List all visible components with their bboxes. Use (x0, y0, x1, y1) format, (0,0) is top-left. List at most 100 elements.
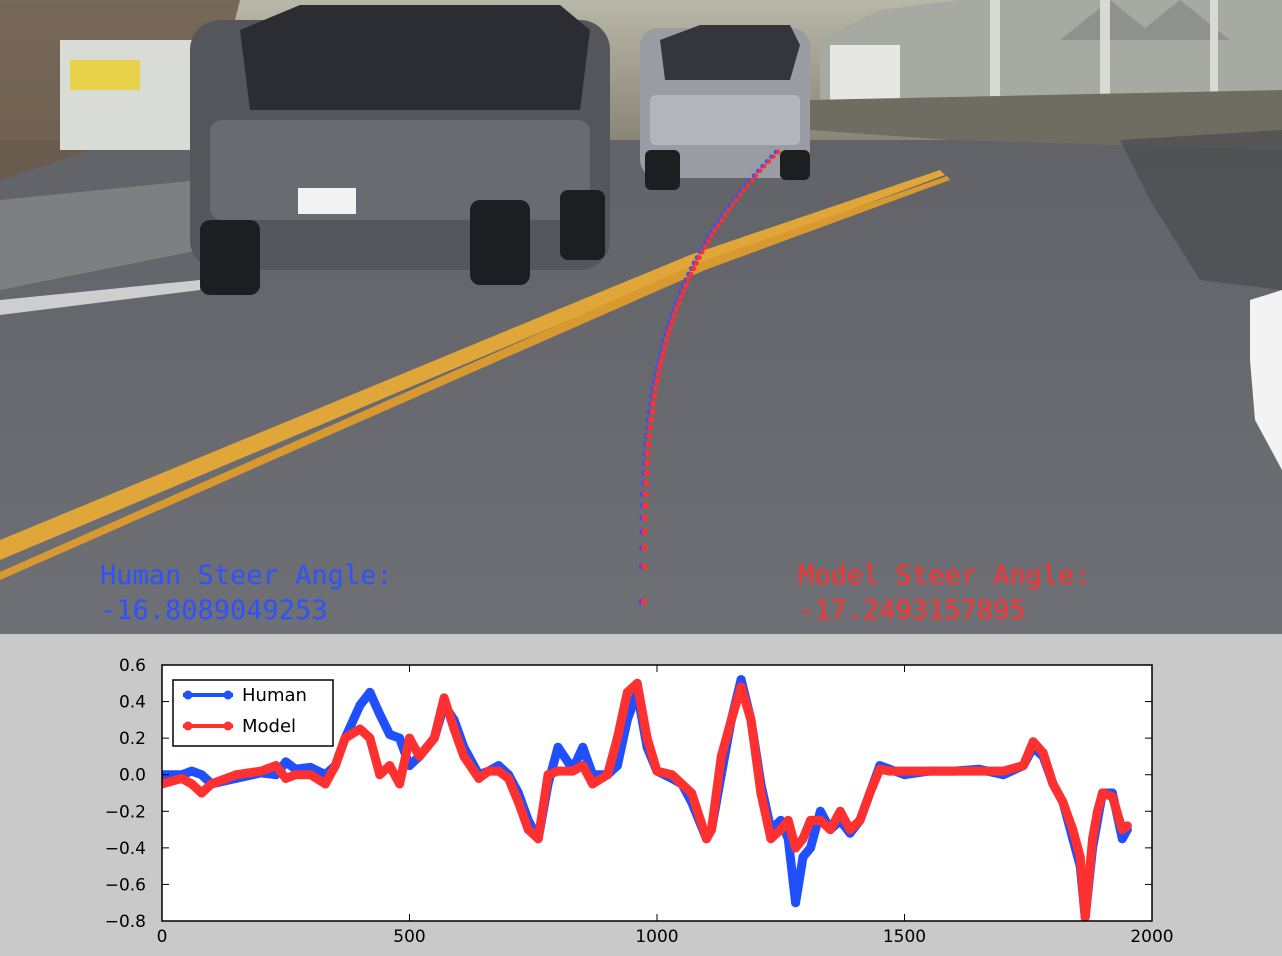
y-tick-label: −0.6 (105, 875, 146, 895)
data-point-human (815, 806, 825, 816)
data-point-model (162, 779, 167, 789)
data-point-model (459, 751, 469, 761)
steering-angle-chart: 0 500 1000 1500 2000 0.6 0.4 0.2 0.0 −0.2 −0.4 −0.6… (105, 656, 1174, 947)
data-point-model (330, 761, 340, 771)
model-trajectory-point (669, 318, 675, 325)
data-point-model (1088, 834, 1098, 844)
data-point-model (1038, 748, 1048, 758)
model-trajectory-point (766, 159, 772, 164)
model-trajectory-point (641, 502, 649, 509)
legend-label-model: Model (242, 716, 296, 737)
data-point-model (355, 724, 365, 734)
data-point-model (652, 766, 662, 776)
data-point-model (791, 843, 801, 853)
model-trajectory-point (652, 385, 659, 392)
data-point-model (414, 751, 424, 761)
data-point-human (1117, 834, 1127, 844)
suv-far (640, 25, 810, 190)
data-point-model (875, 764, 885, 774)
model-trajectory-point (693, 260, 699, 266)
model-trajectory-point (678, 294, 684, 300)
data-point-model (716, 751, 726, 761)
model-trajectory-point (641, 514, 648, 522)
data-point-model (320, 779, 330, 789)
model-trajectory-point (660, 350, 666, 357)
data-point-model (1122, 821, 1132, 831)
data-point-model (776, 825, 786, 835)
data-point-model (949, 766, 959, 776)
model-trajectory-point (757, 168, 763, 174)
model-trajectory-point (648, 416, 655, 423)
y-tick-label: 0.4 (119, 693, 146, 713)
data-point-human (578, 742, 588, 752)
data-point-model (523, 825, 533, 835)
model-trajectory-point (729, 202, 735, 208)
data-point-model (798, 834, 808, 844)
model-steer-angle-readout: Model Steer Angle: -17.2493157895 (798, 558, 1091, 628)
model-trajectory-point (712, 228, 718, 234)
model-trajectory-point (655, 371, 662, 378)
x-tick-label: 500 (393, 927, 425, 947)
data-point-model (449, 724, 459, 734)
data-point-human (736, 675, 746, 685)
data-point-model (533, 834, 543, 844)
data-point-model (603, 770, 612, 780)
data-point-model (924, 766, 934, 776)
model-trajectory-point (696, 254, 702, 261)
human-steer-angle-value: -16.8089049253 (100, 595, 328, 626)
data-point-human (281, 757, 291, 767)
data-point-model (231, 770, 241, 780)
data-point-human (306, 762, 315, 772)
data-point-model (746, 715, 756, 725)
data-point-model (687, 788, 697, 798)
data-point-model (622, 687, 632, 697)
data-point-model (568, 766, 578, 776)
data-point-human (197, 770, 207, 780)
data-point-model (207, 779, 216, 789)
y-tick-label: 0.6 (119, 656, 146, 676)
steering-trajectory (638, 149, 781, 606)
data-point-model (612, 733, 622, 743)
data-point-model (543, 770, 553, 780)
data-point-model (1028, 737, 1038, 747)
model-trajectory-point (775, 149, 781, 155)
model-trajectory-point (640, 598, 648, 606)
model-trajectory-point (650, 400, 657, 407)
data-point-model (1098, 788, 1107, 798)
model-trajectory-point (715, 223, 721, 228)
data-point-model (474, 773, 484, 783)
data-point-model (756, 788, 766, 798)
data-point-model (642, 733, 652, 743)
model-trajectory-point (663, 337, 670, 344)
model-trajectory-point (771, 154, 776, 159)
data-point-model (588, 779, 598, 789)
model-trajectory-point (651, 393, 658, 400)
data-point-model (855, 815, 865, 825)
data-point-model (1075, 852, 1085, 862)
data-point-model (815, 815, 825, 825)
data-point-model (632, 678, 642, 688)
data-point-model (783, 815, 793, 825)
data-point-model (385, 761, 395, 771)
chart-legend: Human Model (172, 679, 334, 747)
data-point-human (375, 709, 385, 719)
model-trajectory-point (645, 441, 652, 448)
x-tick-label: 1000 (635, 927, 678, 947)
data-point-model (736, 682, 746, 692)
data-point-model (340, 733, 350, 743)
data-point-model (999, 766, 1008, 776)
model-trajectory-point (646, 433, 653, 440)
model-trajectory-point (642, 491, 649, 498)
model-trajectory-point (647, 424, 654, 431)
model-trajectory-point (641, 544, 648, 551)
data-point-human (798, 852, 808, 862)
data-point-model (429, 733, 439, 743)
data-point-model (1080, 912, 1090, 921)
data-point-model (707, 825, 716, 835)
data-point-model (677, 779, 687, 789)
data-point-model (865, 788, 875, 798)
road-scene-image (0, 0, 1282, 634)
data-point-model (484, 766, 494, 776)
data-point-model (766, 834, 776, 844)
